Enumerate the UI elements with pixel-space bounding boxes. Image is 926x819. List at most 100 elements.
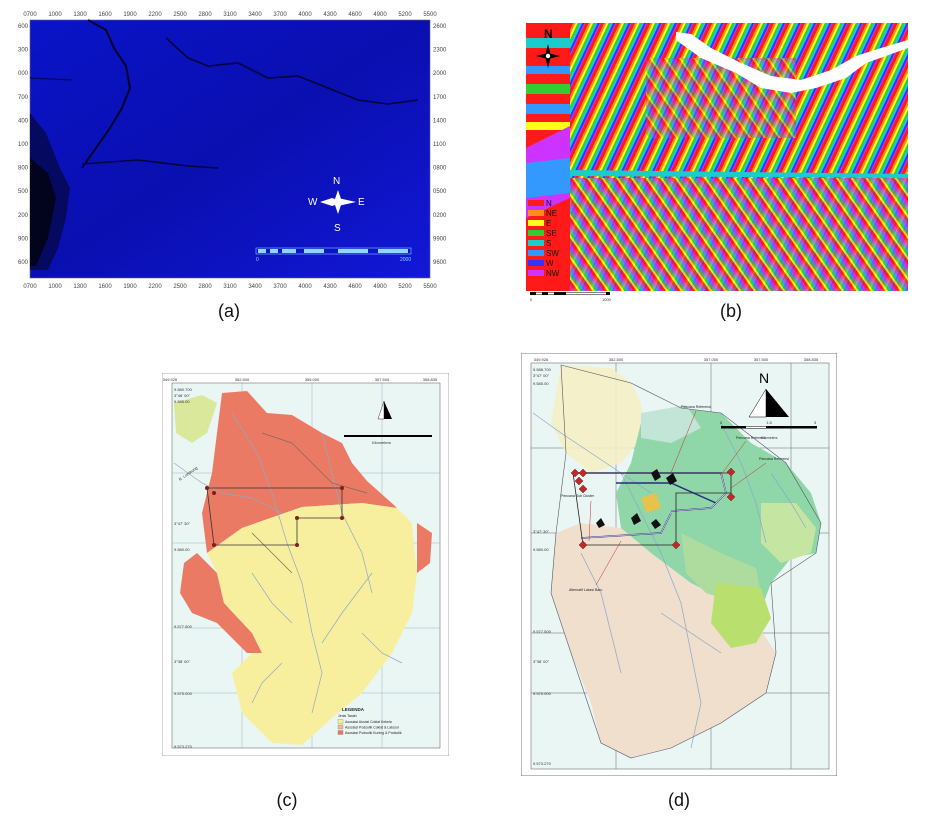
legend-label: E [546, 219, 551, 228]
y-tick-left: 2000 [18, 71, 29, 77]
scale-bar-d: 0 1.5 3 Kilometers [720, 420, 817, 440]
legend-item-c: Asosiasi Aluvial Coklat Kekela [345, 720, 392, 724]
legend-subtitle-c: Jenis Tanah [338, 714, 357, 718]
x-tick-bottom: 2800 [198, 284, 212, 290]
coord-left: 9.573.270 [174, 744, 193, 749]
coords-top-d: 349.926 352.500 357.000 357.500 358.835 [534, 357, 819, 362]
y-tick-right: 9600 [433, 260, 447, 266]
legend-item-c: Asosiasi Podsolik Coklat & Latosol [345, 726, 399, 730]
compass-rose-icon: N E S W [308, 176, 365, 234]
scale-tick-d: 3 [814, 420, 817, 425]
scale-bar: 0 2000 [255, 247, 411, 263]
x-ticks-bottom: 0700 1000 1300 1600 1900 2200 2500 2800 3100 3400… [23, 284, 437, 290]
coord-left: 3°46' 00" [174, 393, 191, 398]
y-tick-left: 1100 [18, 142, 29, 148]
y-tick-right: 0200 [433, 213, 447, 219]
scale-bar-c: Kilometers [344, 435, 432, 445]
y-tick-right: 9900 [433, 236, 447, 242]
x-tick-bottom: 2500 [173, 284, 187, 290]
legend-label: SE [546, 229, 557, 238]
x-tick-top: 3700 [273, 12, 287, 18]
coord-left-d: 3°38' 00" [533, 659, 550, 664]
scale-label-d: Kilometers [761, 436, 778, 440]
coord-left-d: 9.585.00 [533, 381, 549, 386]
x-tick-bottom: 3400 [248, 284, 262, 290]
legend-swatch [528, 250, 544, 256]
y-tick-left: 1700 [18, 95, 29, 101]
y-tick-right: 2600 [433, 24, 447, 30]
y-tick-left: 9900 [18, 236, 29, 242]
x-tick-top: 2800 [198, 12, 212, 18]
scale-tick-d: 0 [720, 420, 723, 425]
soil-map-graphic: Kilometers R. Lumbung 349.926 352.500 355.… [161, 372, 450, 757]
north-label-d: N [759, 370, 769, 386]
x-tick-top: 4300 [323, 12, 337, 18]
x-tick-top: 1600 [98, 12, 112, 18]
caption-d: (d) [668, 790, 690, 810]
x-tick-bottom: 2200 [148, 284, 162, 290]
coord-top: 355.000 [305, 377, 320, 382]
legend-label: NW [546, 269, 560, 278]
compass-w: W [308, 197, 318, 208]
x-tick-bottom: 5200 [398, 284, 412, 290]
x-tick-top: 1300 [73, 12, 87, 18]
legend-swatch [528, 200, 544, 206]
legend-swatch [528, 220, 544, 226]
coord-left-d: 9.580.00 [533, 547, 549, 552]
y-tick-left: 0200 [18, 213, 29, 219]
legend-swatch-c [337, 724, 344, 730]
x-tick-bottom: 1600 [98, 284, 112, 290]
coord-left-d: 9.577.500 [533, 629, 552, 634]
coord-left: 3°38' 00" [174, 659, 191, 664]
scale-label-c: Kilometers [372, 440, 391, 445]
x-tick-bottom: 1000 [48, 284, 62, 290]
x-tick-top: 0700 [23, 12, 37, 18]
caption-c: (c) [276, 790, 298, 810]
coord-left-d: 3°47' 30" [533, 529, 550, 534]
coord-left: 9.580.700 [174, 387, 193, 392]
x-tick-bottom: 3700 [273, 284, 287, 290]
x-tick-top: 3100 [223, 12, 237, 18]
y-ticks-left: 2600 2300 2000 1700 1400 1100 0800 0500 0200 9900… [15, 24, 29, 266]
y-tick-right: 1100 [433, 142, 447, 148]
compass-e: E [358, 197, 365, 208]
y-tick-left: 1400 [18, 118, 29, 124]
x-tick-top: 2200 [148, 12, 162, 18]
x-ticks-top: 0700 1000 1300 1600 1900 2200 2500 2800 3100 3400… [23, 12, 437, 18]
coord-left-d: 9.588.700 [533, 367, 552, 372]
legend-label: SW [546, 249, 559, 258]
coord-left: 9.577.500 [174, 624, 193, 629]
north-arrow-icon-d: N [748, 370, 789, 418]
legend-label: NE [546, 209, 557, 218]
coord-top-d: 357.500 [754, 357, 769, 362]
y-tick-right: 1700 [433, 95, 447, 101]
coord-top: 349.926 [163, 377, 178, 382]
y-tick-right: 0500 [433, 189, 447, 195]
scale-end: 2000 [400, 257, 411, 263]
callout-4: Pencana Sub Cluster [561, 494, 595, 498]
legend-swatch [528, 260, 544, 266]
coord-top: 357.500 [375, 377, 390, 382]
y-tick-right: 2300 [433, 48, 447, 54]
callout-1: Pencana Referensi [681, 405, 711, 409]
x-tick-bottom: 4000 [298, 284, 312, 290]
compass-s: S [334, 223, 341, 234]
callout-5: Alternatif Lokasi Baru [569, 588, 602, 592]
coord-top: 352.500 [235, 377, 250, 382]
coords-top-c: 349.926 352.500 355.000 357.500 358.835 [163, 377, 438, 382]
coord-top: 358.835 [423, 377, 438, 382]
coord-left-d: 9.573.270 [533, 761, 552, 766]
coord-left: 9.585.00 [174, 399, 190, 404]
x-tick-bottom: 1300 [73, 284, 87, 290]
coord-left: 3°47' 30" [174, 521, 191, 526]
x-tick-bottom: 5500 [423, 284, 437, 290]
x-tick-top: 4000 [298, 12, 312, 18]
x-tick-top: 4600 [348, 12, 362, 18]
y-ticks-right: 2600 2300 2000 1700 1400 1100 0800 0500 0200 9900… [433, 24, 447, 266]
y-tick-left: 9600 [18, 260, 29, 266]
panel-d-location-map: N 0 1.5 3 Kilometers Pencana Referensi Pen… [520, 352, 838, 777]
north-arrow-icon: N [536, 27, 560, 68]
